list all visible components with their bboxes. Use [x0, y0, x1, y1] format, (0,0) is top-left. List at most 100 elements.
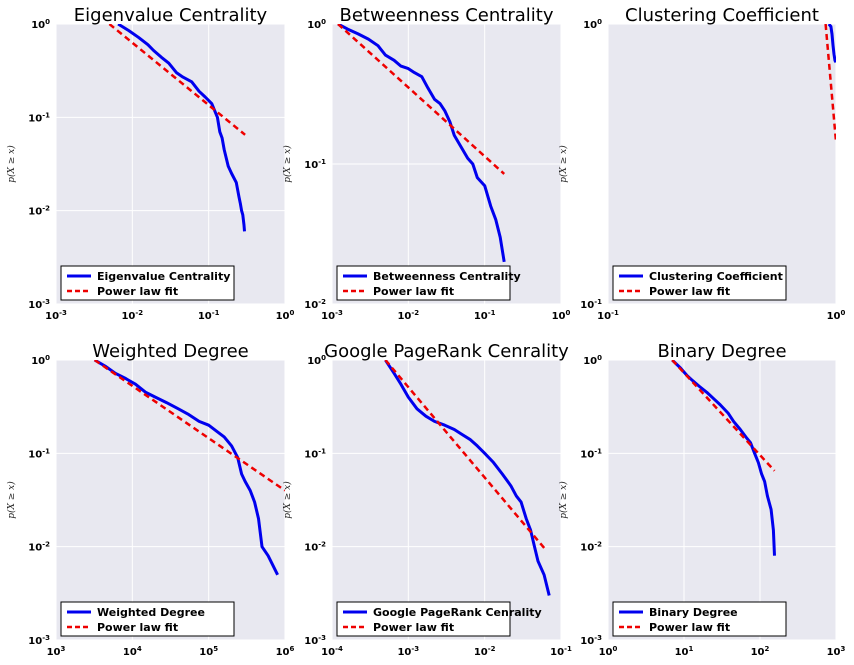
legend-label: Binary Degree: [649, 606, 738, 619]
legend-box: [336, 601, 511, 637]
chart-title: Weighted Degree: [92, 341, 248, 362]
x-tick-label: 10-3: [321, 309, 343, 322]
y-tick-label: 10-1: [580, 447, 602, 460]
legend: Eigenvalue Centrality Power law fit: [60, 265, 235, 301]
plot-area: [56, 360, 285, 640]
y-tick-label: 10-3: [28, 634, 50, 647]
x-tick-label: 10-2: [397, 309, 419, 322]
x-tick-label: 105: [199, 645, 218, 658]
legend-label: Google PageRank Cenrality: [373, 606, 542, 619]
legend-label: Power law fit: [97, 621, 178, 634]
y-tick-label: 10-1: [28, 447, 50, 460]
y-tick-label: 10-2: [28, 205, 50, 218]
x-tick-label: 100: [827, 309, 846, 322]
x-tick-label: 100: [276, 309, 295, 322]
chart-title: Betweenness Centrality: [340, 5, 554, 26]
power-law-fit-line: [384, 360, 548, 552]
x-tick-label: 103: [827, 645, 846, 658]
y-tick-label: 10-3: [304, 634, 326, 647]
x-tick-label: 106: [276, 645, 295, 658]
series-group: [108, 24, 246, 232]
legend-label: Power law fit: [649, 621, 730, 634]
x-tick-label: 10-2: [121, 309, 143, 322]
plot-area: [608, 24, 836, 304]
y-tick-label: 10-1: [580, 298, 602, 311]
data-series-line: [117, 24, 246, 232]
y-tick-label: 10-3: [580, 634, 602, 647]
data-series-line: [337, 24, 506, 263]
series-group: [93, 360, 285, 576]
chart-title: Binary Degree: [657, 341, 786, 362]
y-tick-label: 10-3: [28, 298, 50, 311]
legend-box: [612, 265, 787, 301]
legend-label: Betweenness Centrality: [373, 270, 521, 283]
data-series-line: [93, 360, 279, 576]
legend-label: Clustering Coefficient: [649, 270, 783, 283]
series-group: [337, 24, 506, 263]
y-tick-label: 10-1: [28, 111, 50, 124]
series-group: [824, 24, 836, 142]
x-tick-label: 10-3: [45, 309, 67, 322]
series-group: [671, 360, 776, 556]
legend-label: Power law fit: [97, 285, 178, 298]
plot-area: [332, 360, 561, 640]
y-tick-label: 10-1: [304, 158, 326, 171]
y-tick-label: 10-2: [304, 298, 326, 311]
y-axis-label: p(X ≥ x): [6, 145, 17, 183]
y-tick-label: 100: [583, 354, 602, 367]
y-tick-label: 10-1: [304, 447, 326, 460]
legend-box: [612, 601, 787, 637]
y-tick-label: 100: [307, 354, 326, 367]
x-tick-label: 10-4: [321, 645, 343, 658]
x-tick-label: 100: [599, 645, 618, 658]
legend-box: [60, 601, 235, 637]
x-tick-label: 10-1: [474, 309, 496, 322]
chart-panel: 100 101 102 103 10-3 10-2 10-1 100 Binary Degree…: [558, 341, 846, 658]
x-tick-label: 100: [552, 309, 571, 322]
y-tick-label: 100: [31, 354, 50, 367]
x-tick-label: 10-1: [198, 309, 220, 322]
chart-title: Google PageRank Cenrality: [324, 341, 569, 362]
legend: Betweenness Centrality Power law fit: [336, 265, 521, 301]
legend-label: Weighted Degree: [97, 606, 205, 619]
y-axis-label: p(X ≥ x): [282, 145, 293, 183]
chart-panel: 10-1 100 10-1 100 Clustering Coefficient p(X …: [558, 5, 846, 322]
power-law-fit-line: [671, 360, 776, 472]
series-group: [384, 360, 551, 596]
legend: Binary Degree Power law fit: [612, 601, 787, 637]
x-tick-label: 103: [47, 645, 66, 658]
legend: Google PageRank Cenrality Power law fit: [336, 601, 542, 637]
y-tick-label: 100: [307, 18, 326, 31]
data-series-line: [384, 360, 551, 596]
legend-label: Power law fit: [373, 621, 454, 634]
data-series-line: [827, 24, 836, 64]
y-tick-label: 10-2: [580, 541, 602, 554]
chart-title: Clustering Coefficient: [625, 5, 819, 26]
chart-panel: 10-3 10-2 10-1 100 10-3 10-2 10-1 100 Eigenvalue…: [6, 5, 295, 322]
x-tick-label: 10-1: [597, 309, 619, 322]
y-axis-label: p(X ≥ x): [558, 145, 569, 183]
y-tick-label: 10-2: [28, 541, 50, 554]
legend-box: [336, 265, 511, 301]
x-tick-label: 10-3: [397, 645, 419, 658]
legend: Weighted Degree Power law fit: [60, 601, 235, 637]
plot-area: [56, 24, 285, 304]
y-axis-label: p(X ≥ x): [282, 481, 293, 519]
x-tick-label: 101: [675, 645, 694, 658]
data-series-line: [671, 360, 776, 556]
x-tick-label: 104: [123, 645, 142, 658]
y-axis-label: p(X ≥ x): [558, 481, 569, 519]
legend-label: Power law fit: [649, 285, 730, 298]
legend-label: Power law fit: [373, 285, 454, 298]
y-axis-label: p(X ≥ x): [6, 481, 17, 519]
legend: Clustering Coefficient Power law fit: [612, 265, 787, 301]
y-tick-label: 100: [31, 18, 50, 31]
legend-box: [60, 265, 235, 301]
y-tick-label: 10-2: [304, 541, 326, 554]
power-law-fit-line: [93, 360, 285, 492]
y-tick-label: 100: [583, 18, 602, 31]
plot-area: [608, 360, 836, 640]
chart-panel: 103 104 105 106 10-3 10-2 10-1 100 Weighted Degr…: [6, 341, 295, 658]
